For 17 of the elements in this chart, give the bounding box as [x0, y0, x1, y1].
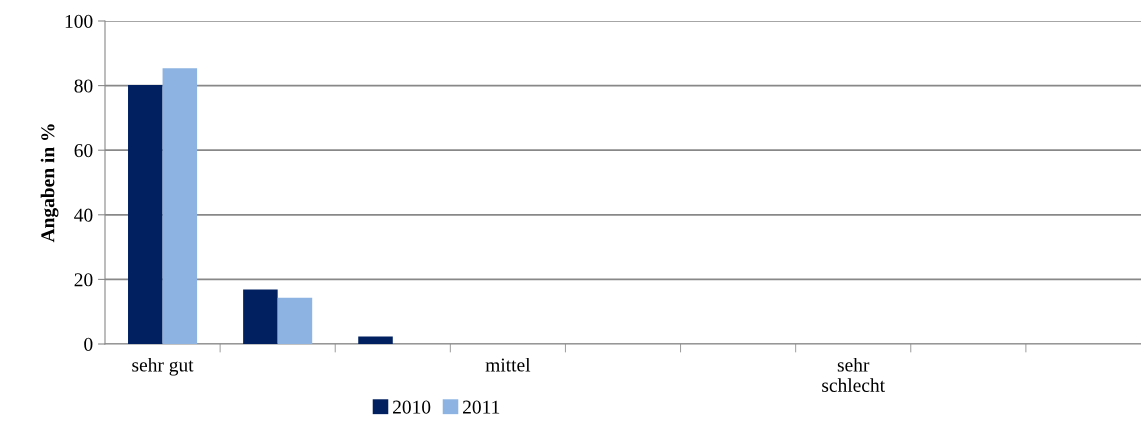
y-tick-label: 20: [74, 273, 93, 287]
bar: [243, 289, 278, 344]
y-tick-label: 0: [84, 337, 93, 351]
bar: [162, 68, 198, 344]
x-tick-label: sehr gut: [132, 357, 194, 376]
y-tick-label: 100: [65, 14, 93, 28]
x-tick-label: mittel: [485, 357, 531, 372]
y-tick-label: 80: [74, 79, 93, 93]
legend-label: 2011: [463, 400, 500, 414]
bar: [358, 336, 393, 344]
legend-label: 2010: [393, 400, 431, 414]
y-tick-label: 60: [74, 144, 93, 158]
bar: [277, 297, 313, 344]
x-tick-label: sehr schlecht: [822, 357, 885, 392]
y-axis-title: Angaben in %: [40, 124, 59, 243]
y-tick-label: 40: [74, 208, 93, 222]
bar: [128, 84, 163, 344]
